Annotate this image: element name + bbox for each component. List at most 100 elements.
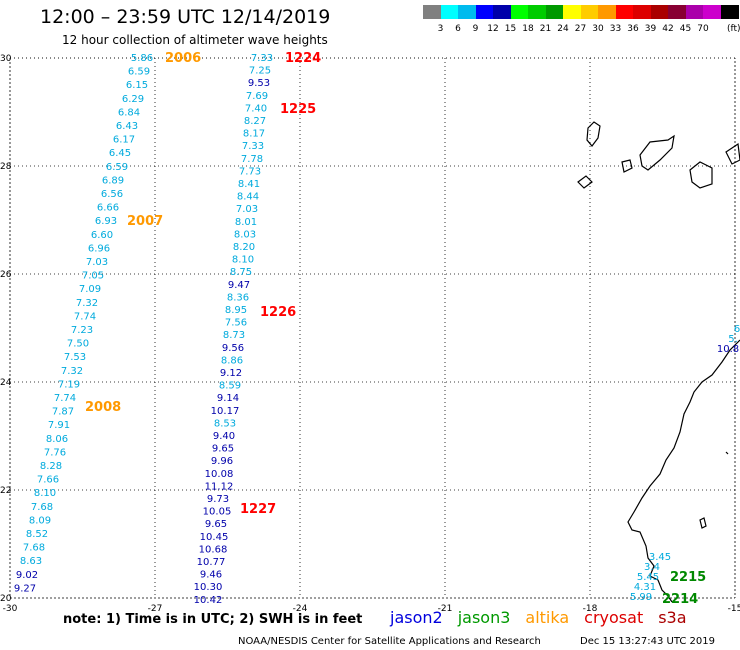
scale-label: 30 [592, 24, 604, 34]
swh-value: 10.05 [203, 507, 232, 518]
scale-label: 39 [644, 24, 657, 34]
swh-value: 7.53 [64, 352, 86, 363]
lon-tick-label: -15 [728, 604, 740, 614]
swh-value: 8.10 [232, 255, 254, 266]
cape-islet [699, 517, 707, 529]
lon-tick-label: -21 [438, 604, 453, 614]
scale-label: 15 [504, 24, 517, 34]
swh-value: 9.47 [228, 280, 250, 291]
lat-tick-label: 26 [0, 270, 12, 280]
swh-value: 10.42 [194, 595, 223, 606]
swh-value: 6.59 [106, 162, 128, 173]
axis-labels: -30 -27 -24 -21 -18 -15 30 28 26 24 22 20 [0, 54, 740, 614]
satellite-legend-item: cryosat [584, 608, 644, 627]
swh-value: 5.86 [131, 53, 153, 64]
swh-value: 8.27 [244, 116, 266, 127]
swh-value: 8.44 [237, 192, 259, 203]
island-tenerife [639, 134, 675, 171]
swh-value: 6.17 [113, 135, 135, 146]
swh-value: 7.66 [37, 475, 59, 486]
swh-value: 9.56 [222, 343, 244, 354]
scale-label: 24 [557, 24, 569, 34]
swh-value: 7.78 [241, 154, 263, 165]
altimeter-tracks: 5.86 6.59 6.15 6.29 6.84 6.43 6.17 6.45 6.59 6.89… [14, 53, 740, 606]
swh-value: 8.10 [34, 488, 56, 499]
swh-value: 8.63 [20, 556, 42, 567]
swh-value: 10.77 [197, 557, 226, 568]
swh-value: 7.33 [242, 141, 264, 152]
swh-value: 6.96 [88, 243, 110, 254]
scale-swatch [528, 5, 546, 19]
island-fuerteventura [725, 142, 740, 165]
pass-time-label: 2215 [670, 570, 706, 585]
pass-time-label: 1226 [260, 305, 296, 320]
island-gomera [621, 159, 633, 173]
scale-label: 33 [609, 24, 622, 34]
scale-label: 42 [662, 24, 674, 34]
swh-value: 7.76 [44, 447, 66, 458]
swh-value: 10.08 [205, 469, 234, 480]
swh-value: 7.03 [236, 204, 258, 215]
swh-value: 7.32 [76, 298, 98, 309]
swh-value: 7.33 [251, 53, 273, 64]
map-title: 12:00 – 23:59 UTC 12/14/2019 [40, 6, 331, 28]
swh-value: 8.01 [235, 217, 257, 228]
scale-swatch [458, 5, 476, 19]
pass-time-label: 1224 [285, 51, 321, 66]
coastline [577, 121, 740, 603]
swh-value: 7.19 [58, 379, 80, 390]
swh-value: 6.56 [101, 189, 123, 200]
scale-label: 9 [472, 24, 479, 34]
swh-value: 8.73 [223, 330, 245, 341]
swh-value: 10.17 [211, 406, 240, 417]
swh-value: 7.32 [61, 366, 83, 377]
island-gran-canaria [689, 161, 713, 189]
generated-timestamp: Dec 15 13:27:43 UTC 2019 [580, 636, 715, 647]
scale-label: 45 [679, 24, 692, 34]
pass-time-label: 2007 [127, 214, 163, 229]
swh-value: 9.46 [200, 570, 222, 581]
scale-label: 18 [522, 24, 534, 34]
map-subtitle: 12 hour collection of altimeter wave hei… [62, 33, 328, 47]
swh-value: 8.20 [233, 242, 255, 253]
swh-value: 6.84 [118, 107, 140, 118]
swh-value: 6.43 [116, 121, 138, 132]
satellite-legend: jason2 jason3 altika cryosat s3a [390, 608, 702, 627]
time-labels: 2006 2007 2008 1224 1225 1226 1227 2215 2214 [85, 51, 706, 607]
swh-value: 6.60 [91, 230, 113, 241]
lat-tick-label: 22 [0, 486, 11, 496]
scale-swatch [563, 5, 581, 19]
swh-value: 4.31 [634, 582, 656, 593]
scale-swatch [685, 5, 704, 19]
swh-value: 7.91 [48, 420, 70, 431]
swh-value: 10.8 [717, 344, 739, 355]
lat-tick-label: 24 [0, 378, 12, 388]
lat-tick-label: 28 [0, 162, 12, 172]
map-frame [9, 57, 736, 599]
coast-dot [725, 451, 729, 455]
swh-value: 3.45 [649, 552, 671, 563]
scale-swatch [598, 5, 616, 19]
swh-value: 9.12 [220, 368, 242, 379]
satellite-legend-item: jason3 [457, 608, 511, 627]
swh-value: 6 [734, 324, 740, 335]
lat-tick-label: 30 [0, 54, 12, 64]
island-hierro [577, 175, 593, 189]
pass-time-label: 2214 [662, 592, 698, 607]
swh-value: 8.09 [29, 515, 51, 526]
scale-label: 21 [539, 24, 552, 34]
lon-tick-label: -24 [293, 604, 308, 614]
swh-value: 6.93 [95, 216, 117, 227]
lon-tick-label: -18 [583, 604, 598, 614]
swh-value: 8.28 [40, 461, 62, 472]
scale-swatch [633, 5, 651, 19]
swh-value: 6.45 [109, 148, 131, 159]
swh-value: 6.89 [102, 175, 124, 186]
swh-value: 8.53 [214, 418, 236, 429]
swh-value: 7.09 [79, 284, 101, 295]
scale-swatch [703, 5, 721, 19]
swh-value: 6.66 [97, 203, 119, 214]
lon-tick-label: -27 [148, 604, 163, 614]
swh-value: 7.50 [67, 339, 89, 350]
